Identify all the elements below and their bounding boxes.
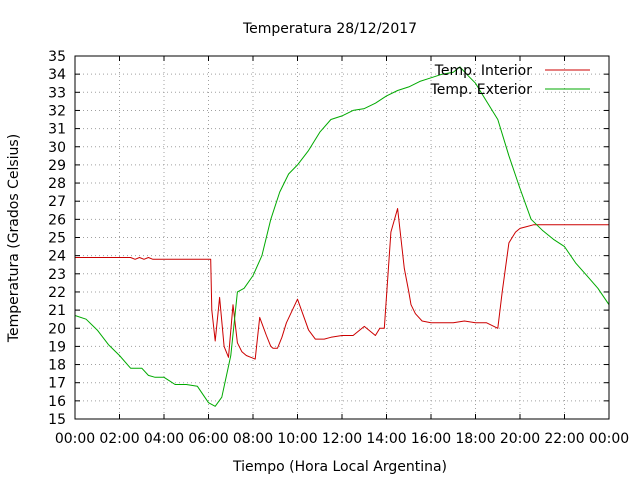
- y-tick-label: 23: [48, 267, 66, 283]
- plot-frame: [74, 55, 610, 420]
- y-tick-label: 32: [48, 103, 66, 119]
- y-tick-label: 21: [48, 303, 66, 319]
- y-tick-label: 24: [48, 249, 66, 265]
- y-tick-label: 26: [48, 212, 66, 228]
- x-tick-label: 20:00: [500, 431, 540, 447]
- y-tick-label: 17: [48, 376, 66, 392]
- grid-lines: [75, 56, 609, 419]
- x-axis-label: Tiempo (Hora Local Argentina): [232, 459, 447, 475]
- x-tick-label: 00:00: [589, 431, 629, 447]
- y-tick-label: 34: [48, 67, 66, 83]
- x-tick-label: 04:00: [144, 431, 184, 447]
- y-tick-label: 28: [48, 176, 66, 192]
- y-tick-label: 20: [48, 321, 66, 337]
- x-tick-label: 02:00: [99, 431, 139, 447]
- y-tick-label: 19: [48, 339, 66, 355]
- x-tick-label: 22:00: [544, 431, 584, 447]
- series-line-exterior: [74, 66, 610, 407]
- y-tick-label: 27: [48, 194, 66, 210]
- y-tick-label: 31: [48, 122, 66, 138]
- y-tick-label: 15: [48, 412, 66, 428]
- x-tick-label: 16:00: [411, 431, 451, 447]
- legend: Temp. Interior Temp. Exterior: [430, 63, 590, 98]
- y-tick-label: 35: [48, 49, 66, 65]
- y-tick-label: 29: [48, 158, 66, 174]
- y-tick-label: 30: [48, 140, 66, 156]
- chart-title: Temperatura 28/12/2017: [242, 21, 417, 37]
- x-tick-label: 08:00: [233, 431, 273, 447]
- y-tick-label: 25: [48, 231, 66, 247]
- y-axis-label: Temperatura (Grados Celsius): [6, 134, 22, 343]
- y-tick-label: 16: [48, 394, 66, 410]
- x-tick-label: 18:00: [455, 431, 495, 447]
- x-tick-label: 10:00: [277, 431, 317, 447]
- legend-label: Temp. Exterior: [430, 82, 533, 98]
- series-lines: [74, 66, 610, 407]
- x-tick-label: 06:00: [188, 431, 228, 447]
- x-tick-label: 12:00: [322, 431, 362, 447]
- y-tick-label: 22: [48, 285, 66, 301]
- series-line-interior: [75, 208, 609, 360]
- x-tick-label: 14:00: [366, 431, 406, 447]
- y-tick-label: 33: [48, 85, 66, 101]
- legend-label: Temp. Interior: [434, 63, 533, 79]
- y-tick-label: 18: [48, 358, 66, 374]
- axis-ticks: 15 16 17 18 19 20 21 22 23 24 25 26 27 28 29 30 31 32 33 34…: [48, 49, 629, 447]
- x-tick-label: 00:00: [55, 431, 95, 447]
